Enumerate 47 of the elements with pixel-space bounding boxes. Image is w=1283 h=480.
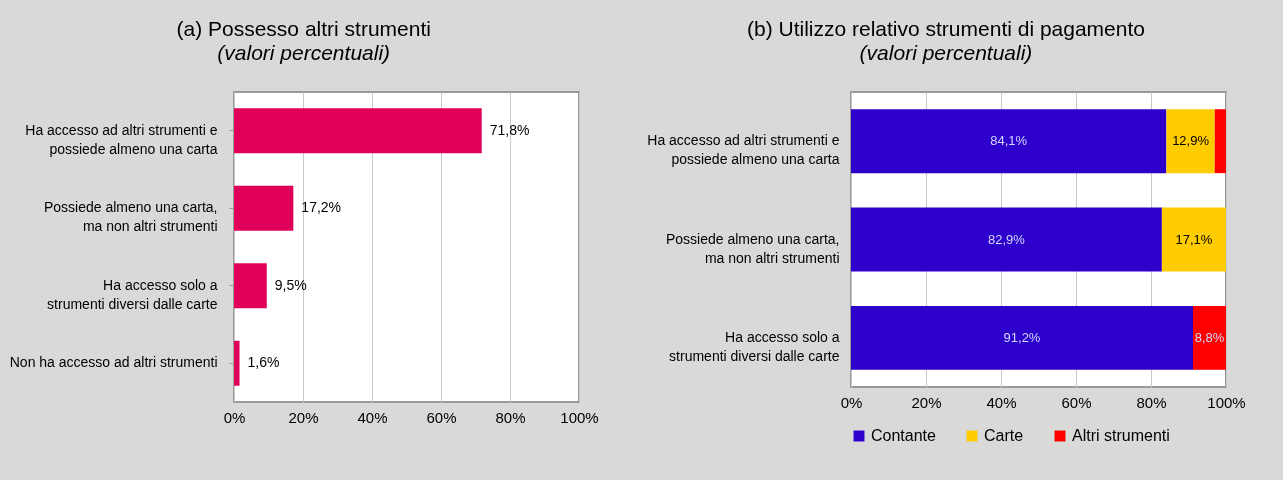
bar xyxy=(1161,207,1226,272)
data-label: 82,9% xyxy=(988,231,1026,247)
bar xyxy=(234,185,294,231)
x-tick-label: 40% xyxy=(357,408,388,426)
bar xyxy=(1214,109,1226,174)
data-label: 17,2% xyxy=(301,199,342,216)
x-tick-label: 20% xyxy=(911,393,942,411)
x-tick-label: 100% xyxy=(1207,393,1246,411)
data-label: 71,8% xyxy=(489,121,530,138)
data-label: 8,8% xyxy=(1194,329,1225,345)
data-label: 9,5% xyxy=(274,276,307,293)
data-label: 1,6% xyxy=(247,354,280,371)
bar xyxy=(234,340,240,386)
bar xyxy=(1166,109,1215,174)
x-tick-label: 20% xyxy=(288,408,319,426)
y-tick-label: Ha accesso solo a strumenti diversi dalle carte xyxy=(669,328,840,364)
y-tick-label: Ha accesso ad altri strumenti e possiede almeno una carta xyxy=(25,121,218,157)
data-label: 91,2% xyxy=(1003,329,1041,345)
x-tick-label: 100% xyxy=(560,408,599,426)
chart-title: (b) Utilizzo relativo strumenti di pagamento xyxy=(746,17,1145,40)
y-tick-label: Ha accesso ad altri strumenti e possiede almeno una carta xyxy=(647,132,840,168)
x-tick-label: 60% xyxy=(1061,393,1092,411)
bar xyxy=(851,109,1167,174)
legend-label: Contante xyxy=(871,427,937,444)
x-tick-label: 80% xyxy=(495,408,526,426)
data-label: 84,1% xyxy=(990,133,1028,149)
legend-label: Altri strumenti xyxy=(1072,427,1170,444)
bar xyxy=(234,108,482,154)
x-tick-label: 40% xyxy=(986,393,1017,411)
y-tick-label: Non ha accesso ad altri strumenti xyxy=(9,354,218,371)
chart-subtitle: (valori percentuali) xyxy=(217,41,391,64)
bar xyxy=(234,263,267,309)
x-tick-label: 0% xyxy=(840,393,863,411)
bar xyxy=(851,207,1162,272)
chart-subtitle: (valori percentuali) xyxy=(859,41,1033,64)
x-tick-label: 0% xyxy=(223,408,246,426)
x-tick-label: 80% xyxy=(1136,393,1167,411)
x-tick-label: 60% xyxy=(426,408,457,426)
y-tick-label: Possiede almeno una carta, ma non altri strumenti xyxy=(665,230,840,266)
y-tick-label: Ha accesso solo a strumenti diversi dalle carte xyxy=(47,276,218,312)
data-label: 12,9% xyxy=(1172,133,1210,149)
legend-label: Carte xyxy=(984,427,1024,444)
bar xyxy=(851,305,1193,370)
y-tick-label: Possiede almeno una carta, ma non altri strumenti xyxy=(43,199,218,235)
data-label: 17,1% xyxy=(1175,231,1213,247)
chart-title: (a) Possesso altri strumenti xyxy=(176,17,431,40)
bar xyxy=(1193,305,1226,370)
